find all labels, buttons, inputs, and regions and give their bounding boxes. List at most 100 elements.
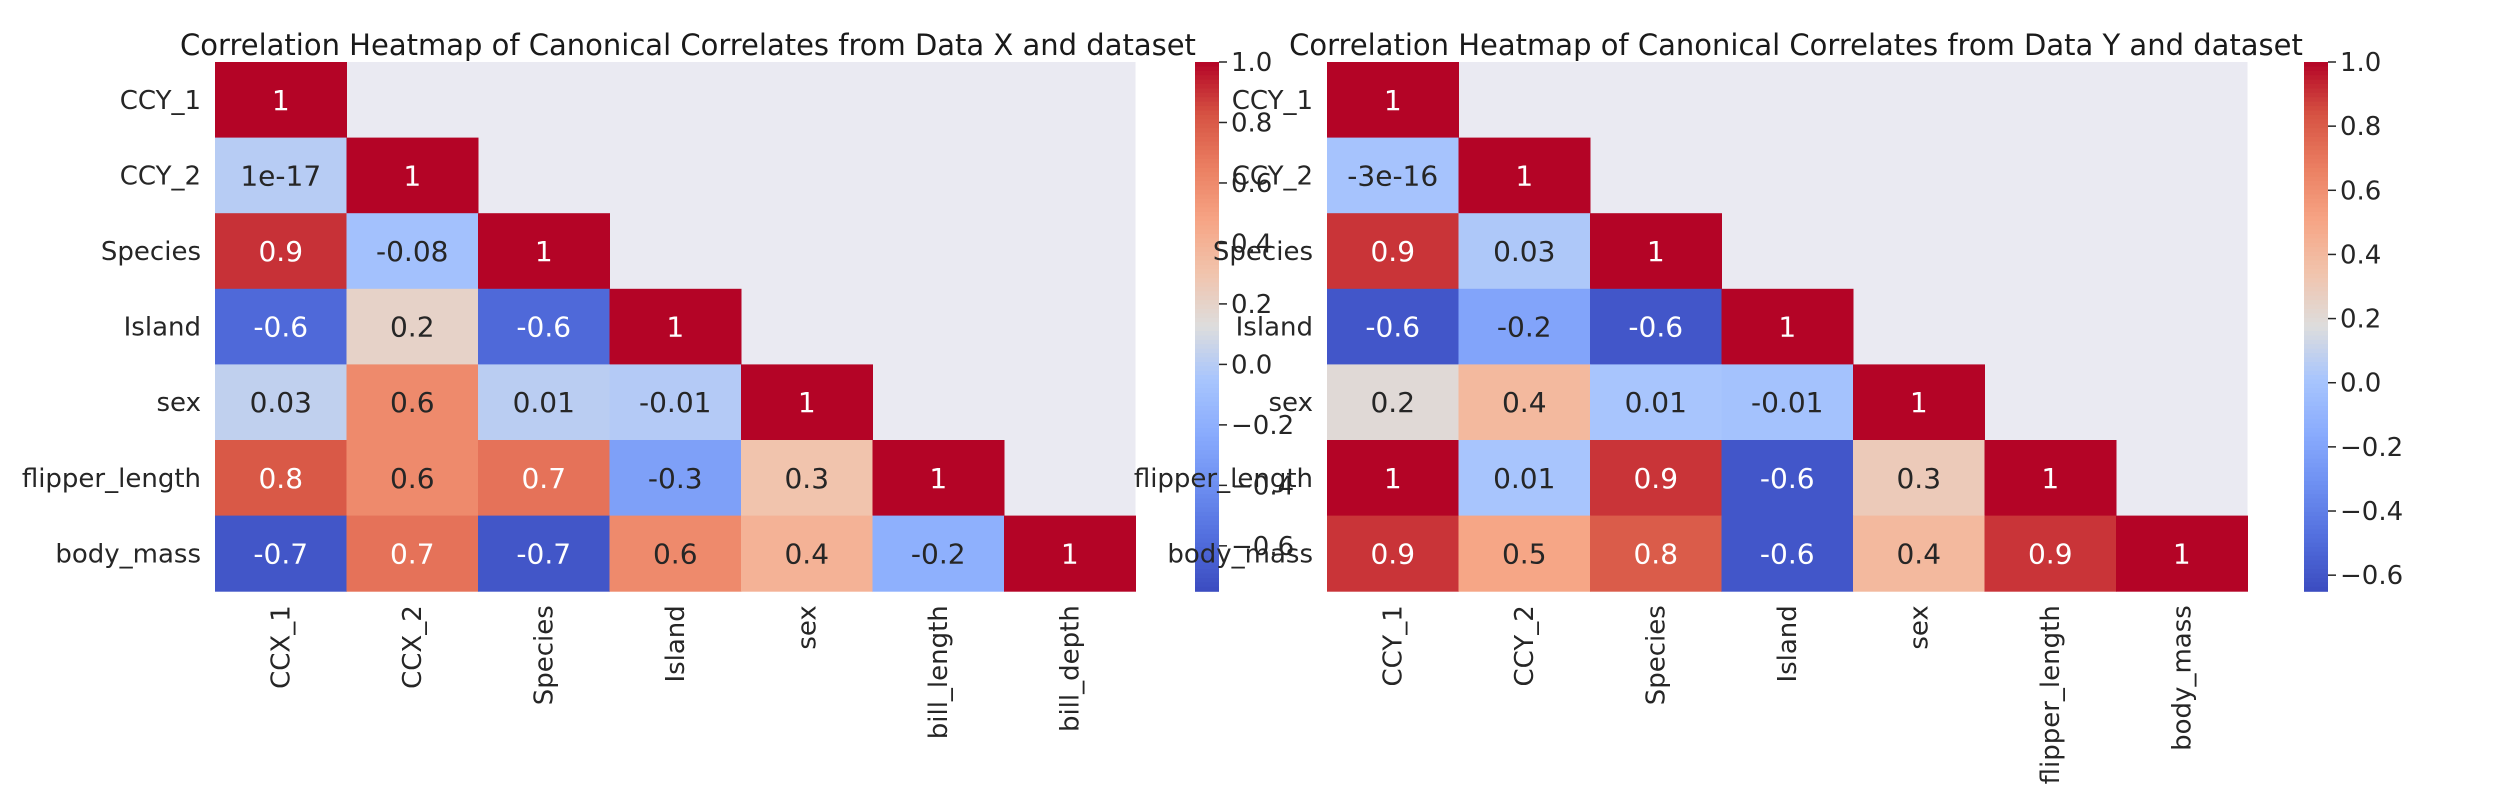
colorbar-x-segment [1195, 450, 1219, 456]
heatmap-x-cell-label: 0.8 [258, 462, 303, 495]
heatmap-y-cell [2116, 515, 2248, 592]
heatmap-y-cell-label: 1 [2041, 462, 2059, 495]
colorbar-y-segment [2304, 154, 2328, 160]
colorbar-y-segment [2304, 181, 2328, 187]
colorbar-x-segment [1195, 419, 1219, 425]
heatmap-y-cell-label: -0.6 [1365, 311, 1420, 344]
colorbar-x-segment [1195, 211, 1219, 217]
colorbar-x-segment [1195, 128, 1219, 134]
colorbar-x-segment [1195, 75, 1219, 81]
heatmap-x-cell-label: 0.4 [784, 537, 829, 570]
colorbar-x-tick-label: 0.0 [1231, 350, 1272, 380]
heatmap-x-cell-label: -0.01 [639, 386, 711, 419]
colorbar-x-segment [1195, 366, 1219, 372]
heatmap-y-cell [1590, 440, 1722, 517]
heatmap-y-cell-label: 1 [1647, 235, 1665, 268]
colorbar-y-segment [2304, 159, 2328, 165]
colorbar-x-tick-label: 0.6 [1231, 169, 1272, 199]
heatmap-x-cell-label: 1 [666, 311, 684, 344]
colorbar-y-tick-label: 0.2 [2340, 305, 2381, 335]
heatmap-x-cell [609, 515, 742, 592]
colorbar-x-segment [1195, 300, 1219, 306]
heatmap-y-cell [1327, 364, 1459, 441]
colorbar-y-segment [2304, 586, 2328, 592]
heatmap-y-cell-label: 0.9 [1370, 235, 1415, 268]
colorbar-x-segment [1195, 335, 1219, 341]
colorbar-x-segment [1195, 84, 1219, 90]
heatmap-x-cell-label: 0.6 [390, 386, 435, 419]
heatmap-y-cell [1327, 288, 1459, 365]
heatmap-y-cell [1458, 515, 1591, 592]
colorbar-x-segment [1195, 401, 1219, 407]
colorbar-y-segment [2304, 150, 2328, 156]
heatmap-y-col-label: CCY_2 [1510, 605, 1540, 686]
colorbar-x-segment [1195, 547, 1219, 553]
colorbar-x-segment [1195, 194, 1219, 200]
colorbar-y-segment [2304, 538, 2328, 544]
heatmap-y-cell [1721, 515, 1854, 592]
colorbar-x-tick-label: −0.2 [1231, 411, 1294, 441]
colorbar-x-segment [1195, 454, 1219, 460]
heatmap-y-cell-label: 1 [2173, 537, 2191, 570]
colorbar-y-segment [2304, 331, 2328, 337]
colorbar-y-segment [2304, 401, 2328, 407]
colorbar-y-segment [2304, 379, 2328, 385]
colorbar-y-segment [2304, 520, 2328, 526]
colorbar-x-segment [1195, 353, 1219, 359]
colorbar-y-segment [2304, 304, 2328, 310]
colorbar-y-segment [2304, 560, 2328, 566]
heatmap-y-cell-label: 0.2 [1370, 386, 1415, 419]
colorbar-y-tick-label: −0.6 [2340, 561, 2403, 591]
colorbar-x-segment [1195, 472, 1219, 478]
colorbar-x-segment [1195, 123, 1219, 129]
colorbar-x-segment [1195, 423, 1219, 429]
colorbar-y-tick-label: 0.4 [2340, 240, 2381, 270]
colorbar-y-segment [2304, 189, 2328, 195]
heatmap-x-cell [215, 364, 347, 441]
colorbar-x-segment [1195, 269, 1219, 275]
colorbar-y-segment [2304, 70, 2328, 76]
heatmap-x-col-label: CCX_1 [267, 605, 297, 689]
heatmap-y-cell-label: -0.2 [1497, 311, 1552, 344]
colorbar-x-segment [1195, 260, 1219, 266]
heatmap-x-cell [872, 440, 1005, 517]
colorbar-x-segment [1195, 516, 1219, 522]
colorbar-x-segment [1195, 529, 1219, 535]
colorbar-y-segment [2304, 247, 2328, 253]
colorbar-y-segment [2304, 322, 2328, 328]
colorbar-x-segment [1195, 405, 1219, 411]
colorbar-y-segment [2304, 476, 2328, 482]
colorbar-x-segment [1195, 339, 1219, 345]
heatmap-y-cell-label: -0.6 [1760, 537, 1815, 570]
heatmap-x-cell-label: 0.9 [258, 235, 303, 268]
heatmap-x-cell [215, 515, 347, 592]
heatmap-y-cell [1590, 364, 1722, 441]
heatmap-x-col-label: bill_depth [1056, 605, 1086, 732]
colorbar-y-segment [2304, 136, 2328, 142]
colorbar-y-segment [2304, 423, 2328, 429]
colorbar-x-segment [1195, 551, 1219, 557]
colorbar-y-segment [2304, 353, 2328, 359]
colorbar-x-segment [1195, 476, 1219, 482]
heatmap-x-cell [215, 62, 347, 139]
colorbar-x-segment [1195, 163, 1219, 169]
colorbar-x-segment [1195, 92, 1219, 98]
heatmap-x-cell-label: -0.08 [376, 235, 448, 268]
colorbar-x-segment [1195, 555, 1219, 561]
colorbar-x-segment [1195, 507, 1219, 513]
heatmap-y-cell-label: 1 [1778, 311, 1796, 344]
colorbar-x-segment [1195, 525, 1219, 531]
heatmap-x-row-label: flipper_length [22, 464, 201, 494]
colorbar-x-segment [1195, 573, 1219, 579]
heatmap-x-col-label: CCX_2 [398, 605, 428, 689]
colorbar-y-segment [2304, 141, 2328, 147]
colorbar-x-segment [1195, 560, 1219, 566]
colorbar-x-segment [1195, 119, 1219, 125]
heatmap-y-row-label: sex [1269, 388, 1313, 418]
colorbar-y-segment [2304, 441, 2328, 447]
colorbar-y-tick-label: −0.4 [2340, 497, 2403, 527]
heatmap-y-cell-label: 0.3 [1896, 462, 1941, 495]
colorbar-x-segment [1195, 383, 1219, 389]
heatmap-x-cell-label: 0.2 [390, 311, 435, 344]
colorbar-y-segment [2304, 555, 2328, 561]
